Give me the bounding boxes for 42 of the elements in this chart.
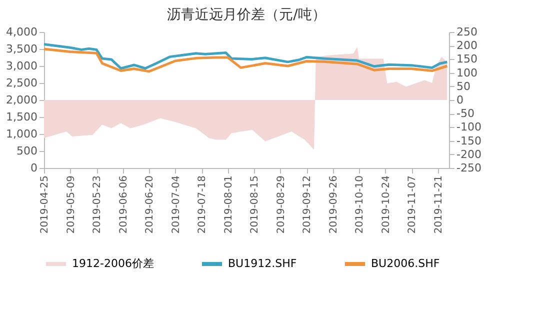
y2-tick-label: -200 bbox=[456, 148, 482, 161]
x-tick-label: 2019-08-01 bbox=[223, 176, 234, 234]
x-tick-label: 2019-07-04 bbox=[170, 176, 182, 234]
y-tick-label: 500 bbox=[16, 144, 38, 158]
y-tick-label: 2,000 bbox=[6, 94, 38, 106]
y2-tick-label: 250 bbox=[456, 26, 478, 38]
line-series bbox=[42, 42, 448, 70]
y2-tick-label: 200 bbox=[456, 39, 478, 52]
y-tick-label: 1,500 bbox=[6, 110, 38, 124]
x-tick-label: 2019-07-18 bbox=[197, 176, 208, 234]
x-tick-label: 2019-06-06 bbox=[118, 176, 130, 234]
chart-title: 沥青近远月价差（元/吨） bbox=[167, 7, 326, 23]
y-tick-label: 2,500 bbox=[6, 76, 38, 90]
y2-tick-label: -50 bbox=[456, 107, 474, 120]
y2-tick-label: 50 bbox=[456, 80, 470, 93]
y-tick-label: 1,000 bbox=[6, 128, 38, 140]
y2-tick-label: -150 bbox=[456, 134, 482, 148]
y-tick-label: 4,000 bbox=[6, 26, 38, 38]
x-tick-label: 2019-11-21 bbox=[433, 176, 444, 234]
x-tick-label: 2019-11-07 bbox=[407, 176, 418, 234]
x-tick-label: 2019-08-15 bbox=[250, 176, 260, 234]
legend-label: BU2006.SHF bbox=[371, 257, 440, 270]
y2-tick-label: 0 bbox=[456, 94, 464, 106]
legend-label: 1912-2006价差 bbox=[72, 257, 154, 270]
x-tick-label: 2019-05-09 bbox=[66, 176, 77, 234]
y2-tick-label: 150 bbox=[456, 52, 478, 66]
y2-tick-label: -100 bbox=[456, 120, 482, 134]
legend-label: BU1912.SHF bbox=[228, 257, 297, 270]
x-tick-label: 2019-09-12 bbox=[302, 176, 313, 234]
x-tick-label: 2019-10-24 bbox=[380, 176, 392, 234]
line-series bbox=[42, 48, 448, 73]
x-tick-label: 2019-06-20 bbox=[144, 176, 156, 234]
x-tick-label: 2019-04-25 bbox=[40, 176, 50, 234]
y2-tick-label: -250 bbox=[456, 162, 482, 174]
x-tick-label: 2019-05-23 bbox=[92, 176, 103, 234]
y-tick-label: 0 bbox=[30, 162, 38, 174]
y2-tick-label: 100 bbox=[456, 66, 478, 80]
x-tick-label: 2019-10-10 bbox=[354, 176, 366, 234]
y-tick-label: 3,500 bbox=[6, 42, 38, 56]
x-tick-label: 2019-09-26 bbox=[328, 176, 340, 234]
x-tick-label: 2019-08-29 bbox=[276, 176, 287, 234]
y-tick-label: 3,000 bbox=[6, 60, 38, 72]
